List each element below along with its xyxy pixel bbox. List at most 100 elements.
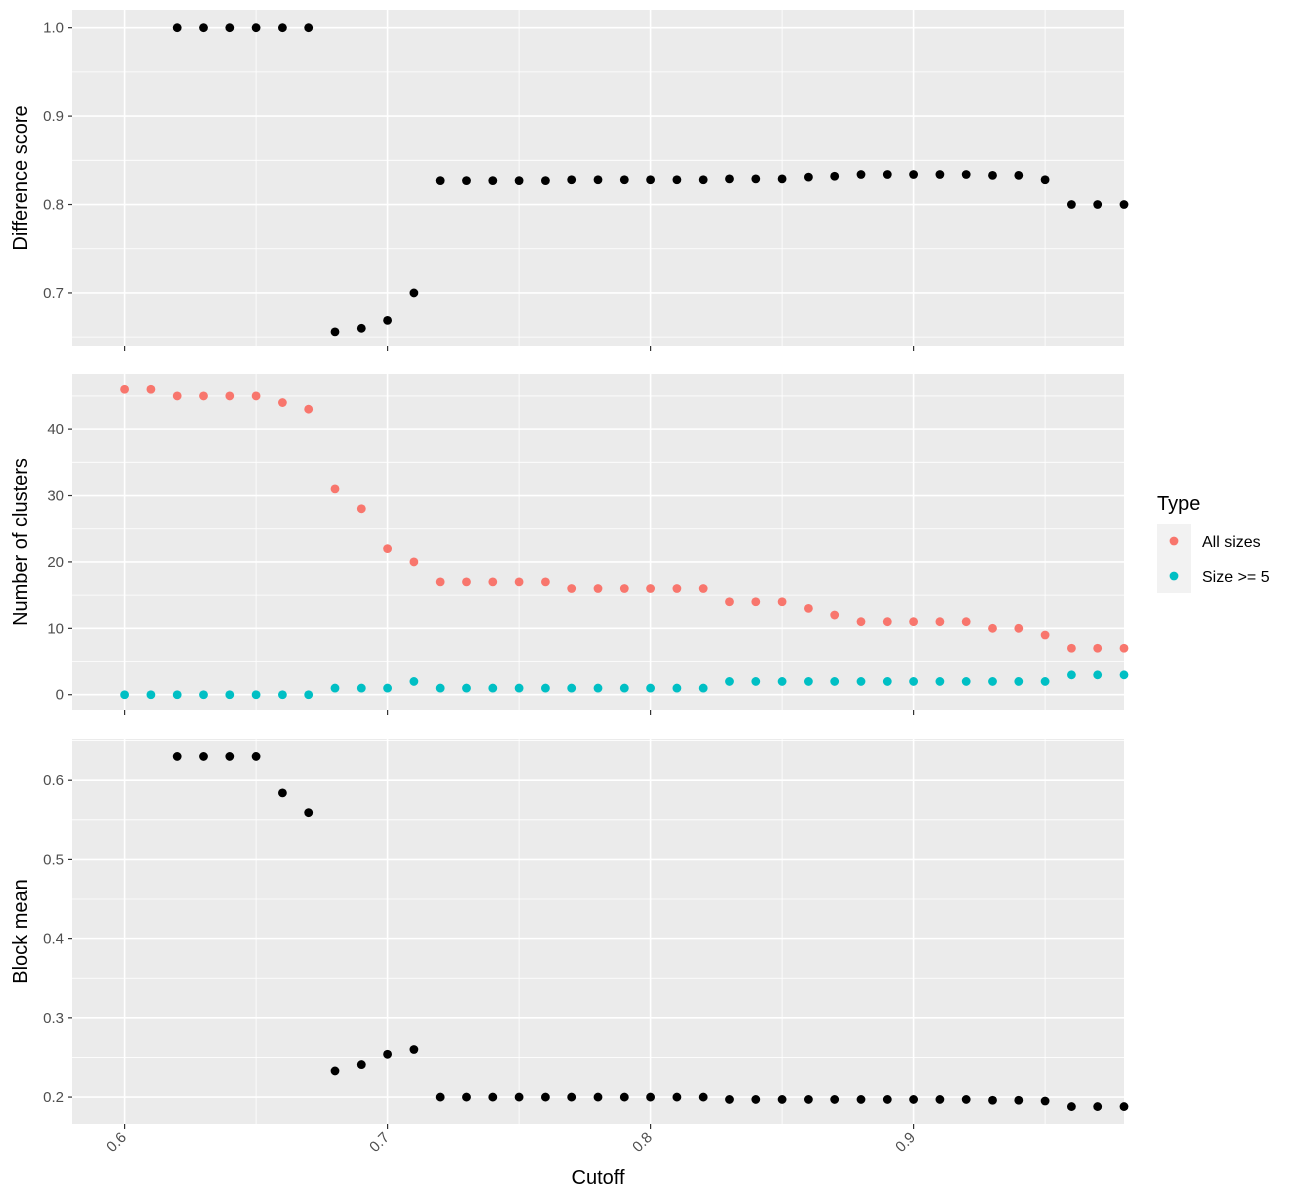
y-tick-label: 0.2 (43, 1089, 64, 1106)
y-tick-label: 0.7 (43, 285, 64, 302)
series-size-5 (120, 670, 1129, 700)
data-point (593, 175, 603, 185)
data-point (961, 617, 971, 627)
data-point (172, 690, 182, 700)
y-axis-title: Block mean (10, 879, 32, 984)
data-point (356, 504, 366, 514)
y-tick-label: 20 (47, 554, 64, 571)
data-point (541, 683, 550, 693)
data-point (804, 604, 813, 613)
legend-key-point (1169, 536, 1179, 546)
data-point (698, 1092, 708, 1102)
data-point (751, 1095, 761, 1104)
data-point (225, 690, 235, 700)
data-point (383, 1049, 392, 1059)
data-point (961, 1095, 971, 1104)
data-point (593, 683, 603, 693)
data-point (1040, 677, 1050, 686)
data-point (856, 677, 866, 686)
data-point (672, 584, 682, 593)
y-tick-label: 0.3 (43, 1010, 64, 1027)
data-point (462, 683, 471, 693)
data-point (725, 1095, 734, 1104)
panel-background (72, 374, 1124, 710)
data-point (830, 610, 840, 620)
data-point (935, 677, 945, 686)
data-point (409, 677, 419, 686)
data-point (330, 1066, 340, 1076)
x-tick-label: 0.6 (103, 1129, 130, 1156)
data-point (251, 391, 261, 401)
data-point (330, 683, 340, 693)
data-point (330, 484, 340, 494)
data-point (146, 384, 156, 394)
data-point (882, 1095, 892, 1104)
y-tick-label: 0.9 (43, 108, 64, 125)
data-point (172, 391, 182, 401)
data-point (462, 176, 471, 186)
y-tick-label: 30 (47, 488, 64, 505)
data-point (804, 677, 813, 686)
data-point (1093, 200, 1103, 209)
data-point (514, 1092, 524, 1102)
data-point (488, 683, 498, 693)
data-point (409, 1045, 419, 1054)
data-point (804, 172, 813, 182)
data-point (1014, 1095, 1024, 1105)
data-point (725, 677, 734, 686)
data-point (777, 597, 787, 607)
x-axis-title: Cutoff (572, 1167, 625, 1189)
data-point (251, 752, 261, 761)
y-tick-label: 0.8 (43, 197, 64, 214)
series-all-sizes (120, 384, 1129, 653)
data-point (619, 1092, 629, 1102)
y-tick-label: 0.5 (43, 851, 64, 868)
y-tick-label: 1.0 (43, 20, 64, 37)
panel-3: 0.2 0.3 0.4 0.5 0.6 0.6 0.7 0.8 0.9 Block mean Cut… (10, 739, 1129, 1189)
y-tick-label: 10 (47, 620, 64, 637)
data-point (172, 23, 182, 33)
legend-label: Size >= 5 (1202, 569, 1270, 586)
data-point (278, 398, 287, 407)
data-point (1014, 677, 1024, 686)
data-point (751, 174, 761, 184)
data-point (567, 683, 577, 693)
y-axis-title: Number of clusters (10, 458, 32, 626)
data-point (514, 683, 524, 693)
data-point (698, 175, 708, 185)
panel-1: 0.7 0.8 0.9 1.0 Difference score (10, 10, 1129, 351)
data-point (541, 1092, 550, 1102)
data-point (909, 170, 918, 179)
data-point (435, 1092, 445, 1102)
data-point (356, 683, 366, 693)
data-point (961, 677, 971, 686)
data-point (462, 577, 471, 587)
data-point (909, 1095, 918, 1104)
data-point (646, 1092, 655, 1102)
data-point (935, 1095, 945, 1104)
legend-key-background (1157, 524, 1191, 593)
data-point (856, 1095, 866, 1104)
data-point (988, 1095, 997, 1105)
data-point (1014, 170, 1024, 180)
data-point (409, 557, 419, 567)
data-point (1093, 1102, 1103, 1111)
data-point (882, 677, 892, 686)
data-point (514, 577, 524, 587)
legend-label: All sizes (1202, 534, 1261, 551)
data-point (619, 584, 629, 593)
data-point (488, 176, 498, 186)
data-point (1093, 670, 1103, 680)
data-point (435, 683, 445, 693)
data-point (1040, 175, 1050, 185)
data-point (830, 171, 840, 181)
data-point (672, 683, 682, 693)
data-point (935, 617, 945, 627)
data-point (1119, 200, 1129, 209)
data-point (278, 690, 287, 700)
data-point (935, 170, 945, 179)
data-point (409, 288, 419, 298)
data-point (172, 752, 182, 761)
x-tick-label: 0.8 (629, 1129, 656, 1156)
